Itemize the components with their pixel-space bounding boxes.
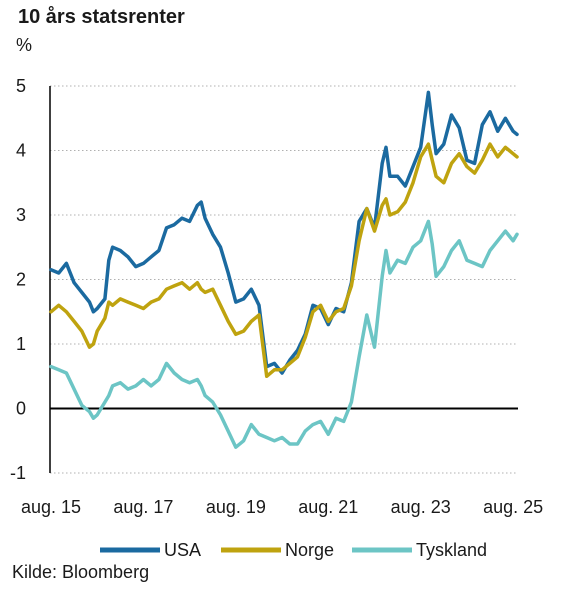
x-tick-label: aug. 25 [483, 497, 543, 517]
y-tick-label: 2 [16, 270, 26, 290]
x-tick-label: aug. 19 [206, 497, 266, 517]
legend-label-norge: Norge [285, 540, 334, 560]
series-lines [49, 90, 519, 449]
y-tick-label: 4 [16, 141, 26, 161]
y-tick-label: 1 [16, 334, 26, 354]
y-tick-label: 5 [16, 76, 26, 96]
x-tick-label: aug. 21 [298, 497, 358, 517]
series-line-usa [49, 90, 519, 375]
legend: USA Norge Tyskland [100, 540, 487, 560]
x-axis-ticks: aug. 15 aug. 17 aug. 19 aug. 21 aug. 23 aug. … [21, 497, 543, 517]
chart-title: 10 års statsrenter [18, 6, 185, 28]
series-line-norge [49, 142, 519, 379]
y-axis-unit: % [16, 35, 33, 55]
legend-label-usa: USA [164, 540, 201, 560]
y-tick-label: 0 [16, 399, 26, 419]
gridlines [49, 85, 518, 474]
legend-label-tyskland: Tyskland [416, 540, 487, 560]
y-tick-label: 3 [16, 205, 26, 225]
series-line-tyskland [49, 219, 519, 449]
x-tick-label: aug. 23 [391, 497, 451, 517]
source-note: Kilde: Bloomberg [12, 562, 150, 582]
x-tick-label: aug. 17 [113, 497, 173, 517]
y-tick-label: -1 [10, 463, 26, 483]
x-tick-label: aug. 15 [21, 497, 81, 517]
y-axis-ticks: -1 0 1 2 3 4 5 [10, 76, 26, 483]
